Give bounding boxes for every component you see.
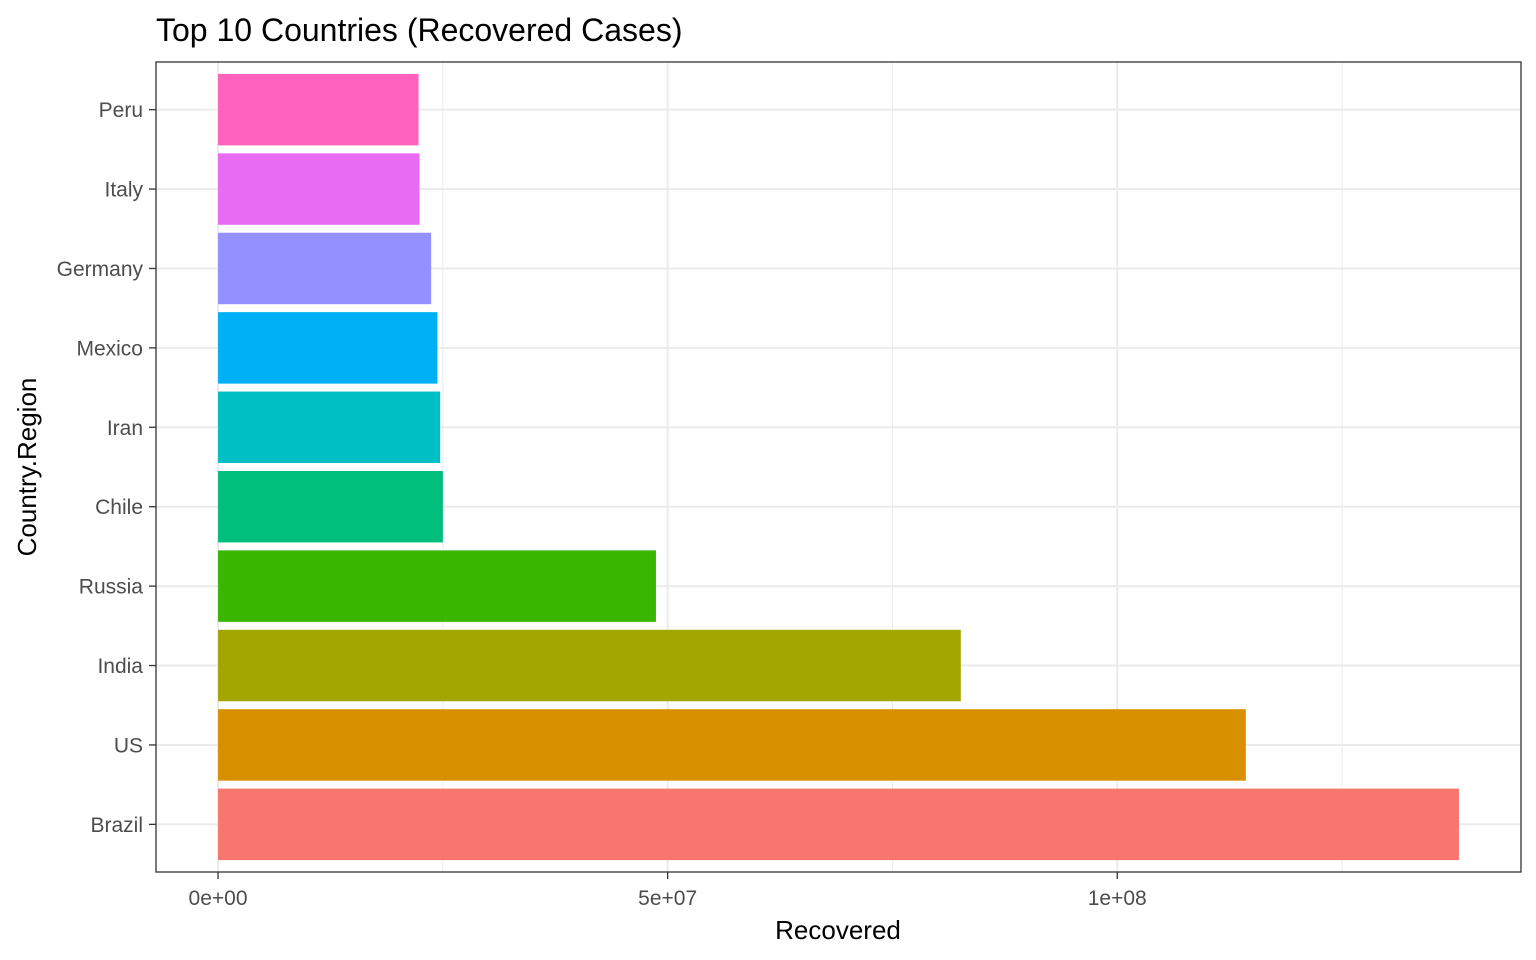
bar-us (218, 709, 1246, 781)
x-tick-label: 1e+08 (1088, 887, 1147, 910)
y-tick-label: Mexico (76, 337, 143, 360)
y-tick-label: Peru (99, 99, 143, 122)
x-tick-label: 0e+00 (189, 887, 248, 910)
y-tick-label: Iran (107, 417, 143, 440)
bar-brazil (218, 788, 1459, 861)
bar-germany (218, 232, 432, 305)
y-tick-label: Italy (104, 179, 143, 202)
bar-peru (218, 73, 419, 146)
y-axis: Brazil US India Russia Chile Iran Mexico German… (57, 99, 156, 837)
y-tick-label: Chile (95, 496, 143, 519)
y-axis-title: Country.Region (12, 378, 42, 557)
bar-india (218, 629, 961, 702)
chart-title: Top 10 Countries (Recovered Cases) (156, 12, 682, 48)
bar-iran (218, 391, 441, 464)
y-tick-label: US (114, 734, 143, 757)
y-tick-label: Germany (57, 258, 144, 281)
y-tick-label: India (97, 655, 143, 678)
bar-mexico (218, 312, 438, 384)
y-tick-label: Russia (79, 576, 144, 599)
panel-border (155, 61, 1522, 873)
bar-italy (218, 153, 420, 225)
x-tick-label: 5e+07 (638, 887, 697, 910)
x-axis: 0e+00 5e+07 1e+08 (189, 872, 1147, 910)
bar-chile (218, 470, 443, 543)
y-tick-label: Brazil (90, 814, 143, 837)
bar-russia (218, 550, 656, 622)
x-axis-title: Recovered (775, 915, 901, 945)
bars-group (218, 73, 1459, 861)
